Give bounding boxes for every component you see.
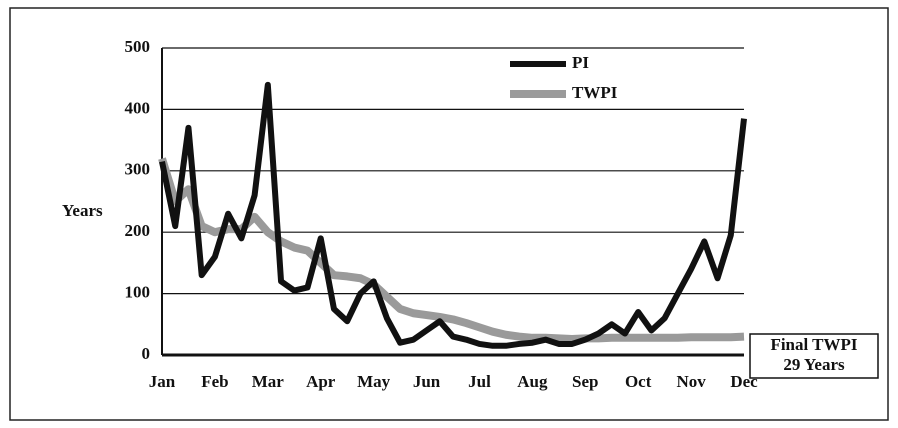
x-tick-label: Nov xyxy=(676,372,706,391)
y-axis-label: Years xyxy=(62,201,103,220)
y-tick-label: 100 xyxy=(125,283,151,302)
x-tick-label: Jan xyxy=(149,372,176,391)
x-tick-label: Dec xyxy=(730,372,758,391)
legend-label: PI xyxy=(572,53,589,72)
x-tick-label: Aug xyxy=(517,372,548,391)
y-tick-label: 500 xyxy=(125,37,151,56)
annotation: Final TWPI xyxy=(770,335,857,354)
x-tick-label: Apr xyxy=(306,372,336,391)
y-tick-label: 300 xyxy=(125,160,151,179)
x-tick-label: Sep xyxy=(572,372,598,391)
x-tick-label: Oct xyxy=(625,372,652,391)
series-line xyxy=(158,157,745,344)
y-tick-label: 200 xyxy=(125,221,151,240)
y-tick-label: 0 xyxy=(142,344,151,363)
y-tick-label: 400 xyxy=(125,98,151,117)
legend-label: TWPI xyxy=(572,83,618,102)
x-tick-label: Mar xyxy=(252,372,285,391)
x-tick-label: Jul xyxy=(468,372,491,391)
annotation: 29 Years xyxy=(783,355,845,374)
x-tick-label: May xyxy=(357,372,391,391)
annotation-box xyxy=(749,333,879,379)
frame xyxy=(9,7,889,421)
x-tick-label: Feb xyxy=(201,372,228,391)
x-tick-label: Jun xyxy=(413,372,441,391)
series-line xyxy=(159,81,747,349)
